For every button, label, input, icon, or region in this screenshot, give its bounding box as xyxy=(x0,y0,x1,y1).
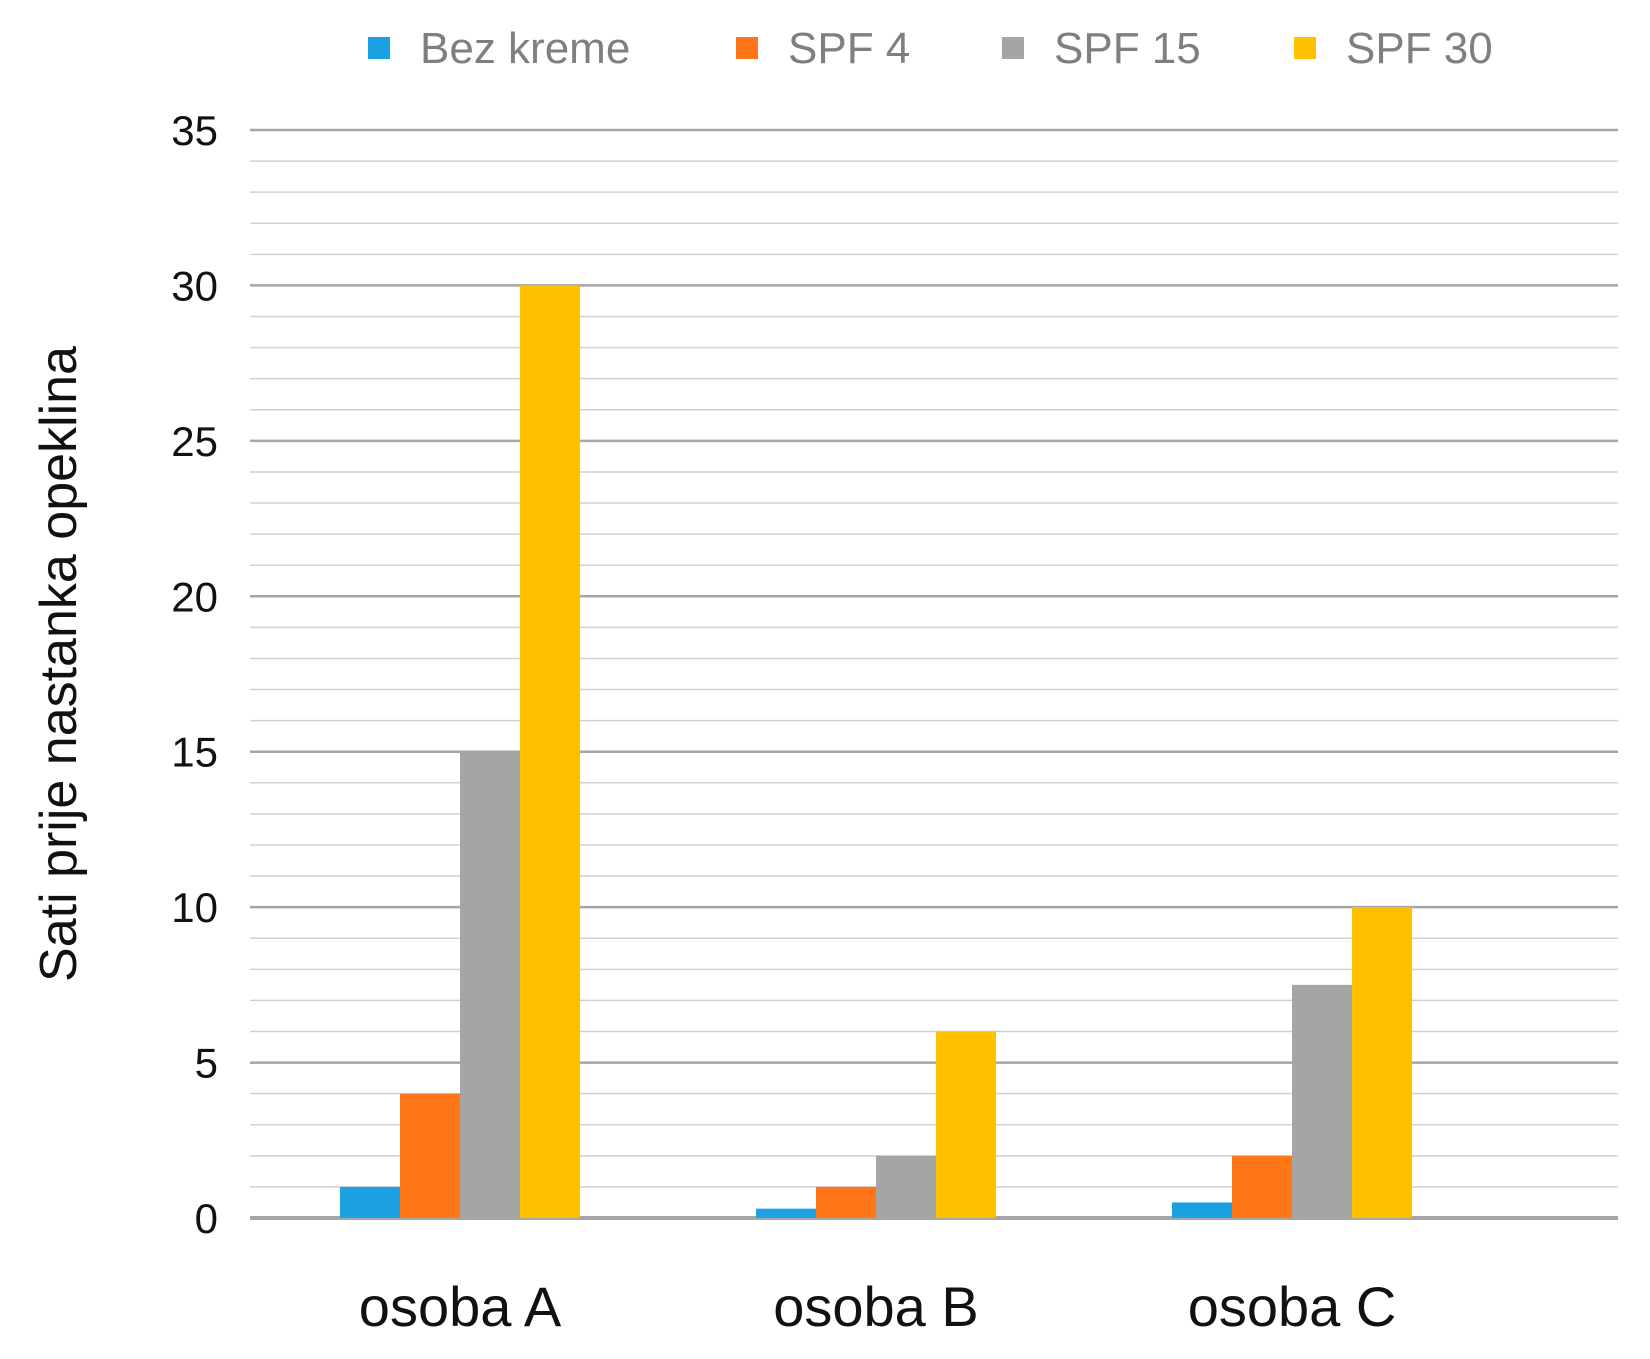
bar-spf-30-osoba-c xyxy=(1352,907,1412,1218)
gridlines xyxy=(250,128,1618,1220)
axes: 0 5 10 15 20 25 30 35 osoba A osoba B osoba C xyxy=(171,107,1396,1338)
bar-spf-15-osoba-a xyxy=(460,751,520,1218)
y-tick-label: 5 xyxy=(195,1040,218,1087)
legend-label: SPF 30 xyxy=(1346,24,1493,73)
bar-spf-4-osoba-b xyxy=(816,1186,876,1218)
legend-swatch xyxy=(1294,37,1316,59)
y-tick-label: 0 xyxy=(195,1195,218,1242)
legend-label: Bez kreme xyxy=(420,24,630,73)
bars xyxy=(340,285,1412,1218)
bar-spf-15-osoba-b xyxy=(876,1155,936,1218)
y-tick-label: 30 xyxy=(171,262,218,309)
y-tick-label: 20 xyxy=(171,573,218,620)
x-category-label: osoba B xyxy=(773,1275,979,1338)
bar-spf-4-osoba-c xyxy=(1232,1155,1292,1218)
bar-spf-30-osoba-a xyxy=(520,285,580,1218)
legend-swatch xyxy=(368,37,390,59)
bar-bez-kreme-osoba-b xyxy=(756,1208,816,1218)
x-category-label: osoba C xyxy=(1188,1275,1397,1338)
legend-swatch xyxy=(1002,37,1024,59)
legend-label: SPF 4 xyxy=(788,24,910,73)
bar-spf-30-osoba-b xyxy=(936,1031,996,1218)
bar-bez-kreme-osoba-a xyxy=(340,1186,400,1218)
legend-label: SPF 15 xyxy=(1054,24,1201,73)
y-tick-label: 35 xyxy=(171,107,218,154)
bar-spf-15-osoba-c xyxy=(1292,984,1352,1218)
y-tick-label: 10 xyxy=(171,884,218,931)
bar-spf-4-osoba-a xyxy=(400,1093,460,1218)
legend-swatch xyxy=(736,37,758,59)
y-tick-label: 15 xyxy=(171,729,218,776)
legend: Bez kreme SPF 4 SPF 15 SPF 30 xyxy=(368,24,1493,73)
y-axis-title: Sati prije nastanka opeklina xyxy=(30,346,88,982)
y-tick-label: 25 xyxy=(171,418,218,465)
x-category-label: osoba A xyxy=(359,1275,562,1338)
bar-bez-kreme-osoba-c xyxy=(1172,1202,1232,1218)
